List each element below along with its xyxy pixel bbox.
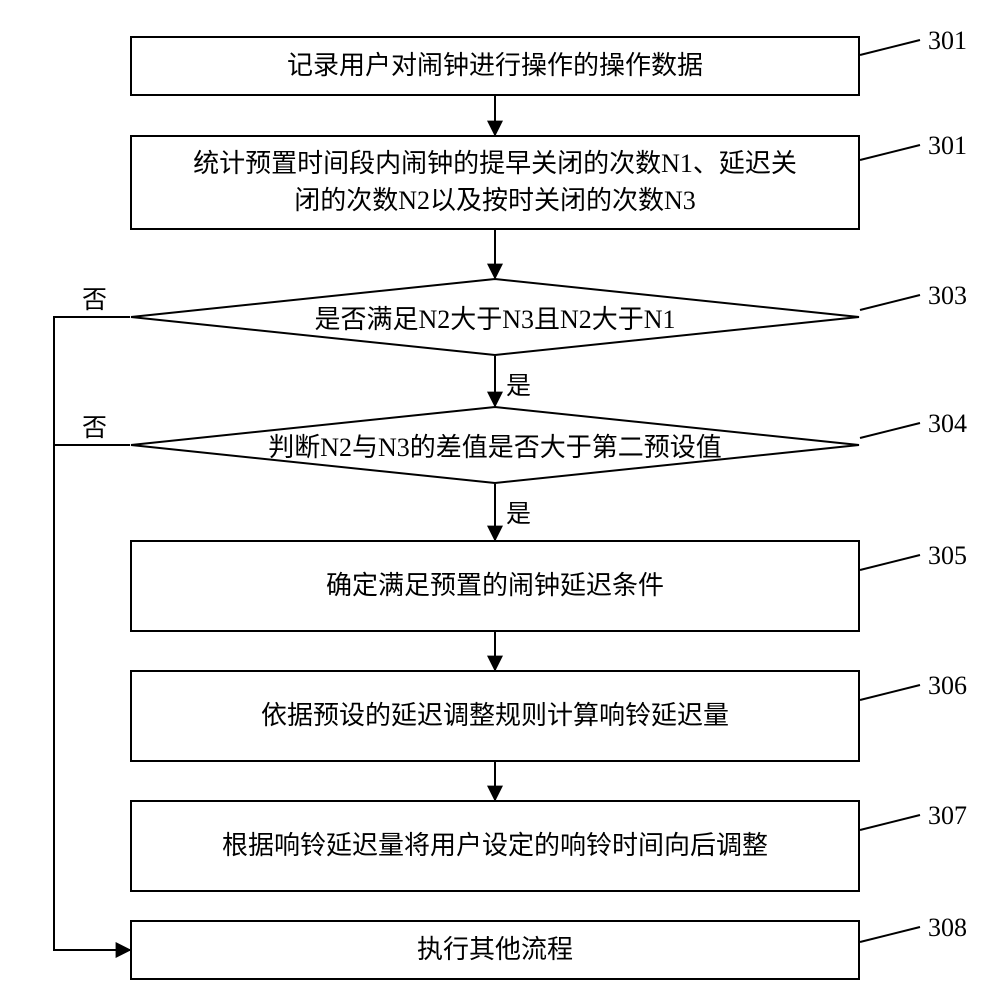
node-301b: 统计预置时间段内闹钟的提早关闭的次数N1、延迟关 闭的次数N2以及按时关闭的次数… (130, 135, 860, 230)
ref-308: 308 (928, 913, 967, 943)
ref-305: 305 (928, 541, 967, 571)
node-301a: 记录用户对闹钟进行操作的操作数据 (130, 36, 860, 96)
label-no-303: 否 (82, 280, 107, 316)
node-308: 执行其他流程 (130, 920, 860, 980)
flowchart-canvas: 记录用户对闹钟进行操作的操作数据 统计预置时间段内闹钟的提早关闭的次数N1、延迟… (0, 0, 1000, 994)
node-307-text: 根据响铃延迟量将用户设定的响铃时间向后调整 (222, 828, 768, 864)
node-303: 是否满足N2大于N3且N2大于N1 (130, 278, 860, 356)
ref-303: 303 (928, 281, 967, 311)
node-301b-text: 统计预置时间段内闹钟的提早关闭的次数N1、延迟关 闭的次数N2以及按时关闭的次数… (193, 146, 797, 219)
node-301a-text: 记录用户对闹钟进行操作的操作数据 (287, 48, 703, 84)
node-306-text: 依据预设的延迟调整规则计算响铃延迟量 (261, 698, 729, 734)
ref-307: 307 (928, 801, 967, 831)
node-306: 依据预设的延迟调整规则计算响铃延迟量 (130, 670, 860, 762)
node-305-text: 确定满足预置的闹钟延迟条件 (326, 568, 664, 604)
ref-301a: 301 (928, 26, 967, 56)
label-no-304: 否 (82, 408, 107, 444)
label-yes-304: 是 (506, 494, 531, 530)
node-308-text: 执行其他流程 (417, 932, 573, 968)
node-304: 判断N2与N3的差值是否大于第二预设值 (130, 406, 860, 484)
ref-306: 306 (928, 671, 967, 701)
ref-304: 304 (928, 409, 967, 439)
node-303-text: 是否满足N2大于N3且N2大于N1 (314, 299, 675, 336)
node-305: 确定满足预置的闹钟延迟条件 (130, 540, 860, 632)
ref-301b: 301 (928, 131, 967, 161)
node-304-text: 判断N2与N3的差值是否大于第二预设值 (268, 427, 722, 464)
label-yes-303: 是 (506, 366, 531, 402)
node-307: 根据响铃延迟量将用户设定的响铃时间向后调整 (130, 800, 860, 892)
